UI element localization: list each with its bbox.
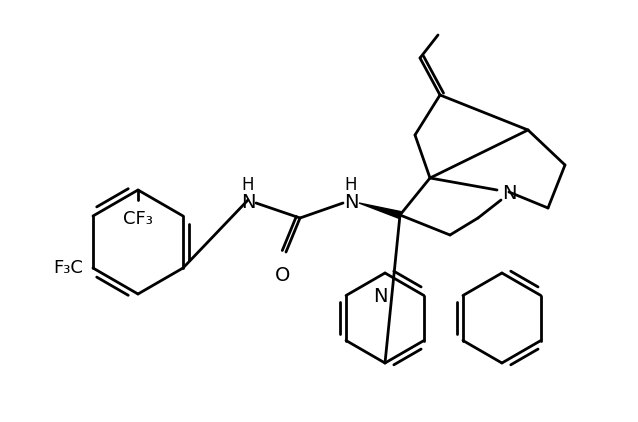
Text: F₃C: F₃C [53, 259, 83, 277]
Text: N: N [344, 192, 359, 211]
Text: N: N [241, 192, 255, 211]
Text: N: N [373, 287, 387, 306]
Text: O: O [276, 266, 291, 285]
Text: H: H [242, 176, 255, 194]
Text: N: N [502, 184, 517, 203]
Polygon shape [359, 203, 401, 218]
Text: CF₃: CF₃ [123, 210, 153, 228]
Text: H: H [345, 176, 357, 194]
